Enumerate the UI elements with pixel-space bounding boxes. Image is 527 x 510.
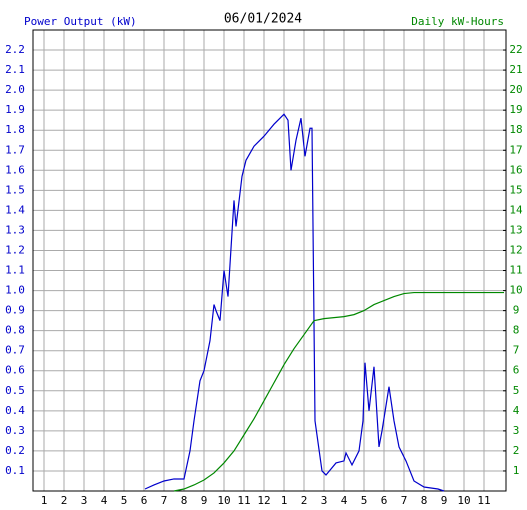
- x-tick-label: 10: [457, 494, 470, 507]
- y-tick-label: 0.4: [5, 404, 25, 417]
- x-tick-label: 11: [477, 494, 490, 507]
- y-tick-label: 2.1: [5, 63, 25, 76]
- x-tick-label: 12: [257, 494, 270, 507]
- y2-tick-label: 17: [509, 143, 522, 156]
- y-tick-label: 2.0: [5, 83, 25, 96]
- y-axis-title: Power Output (kW): [24, 15, 137, 28]
- y-tick-label: 0.2: [5, 444, 25, 457]
- y2-tick-label: 18: [509, 123, 522, 136]
- y2-tick-label: 16: [509, 163, 522, 176]
- x-tick-label: 6: [141, 494, 148, 507]
- line-series: [173, 291, 504, 492]
- x-tick-label: 4: [101, 494, 108, 507]
- line-series: [144, 113, 445, 492]
- y-tick-label: 0.9: [5, 304, 25, 317]
- y2-tick-label: 6: [513, 364, 520, 377]
- x-tick-label: 6: [381, 494, 388, 507]
- y2-tick-label: 13: [509, 223, 522, 236]
- x-tick-label: 5: [121, 494, 128, 507]
- y-tick-label: 0.3: [5, 424, 25, 437]
- y2-tick-label: 12: [509, 243, 522, 256]
- x-tick-label: 8: [181, 494, 188, 507]
- chart-title: 06/01/2024: [224, 12, 302, 27]
- x-tick-label: 8: [421, 494, 428, 507]
- y-tick-label: 1.7: [5, 143, 25, 156]
- y-tick-label: 1.5: [5, 183, 25, 196]
- y2-axis-title: Daily kW-Hours: [411, 15, 504, 28]
- y2-tick-label: 8: [513, 324, 520, 337]
- y2-tick-label: 15: [509, 183, 522, 196]
- y2-tick-label: 2: [513, 444, 520, 457]
- y-tick-label: 0.5: [5, 384, 25, 397]
- x-tick-label: 5: [361, 494, 368, 507]
- y2-tick-label: 11: [509, 264, 522, 277]
- x-tick-label: 7: [401, 494, 408, 507]
- x-tick-label: 11: [237, 494, 250, 507]
- y2-tick-label: 21: [509, 63, 522, 76]
- y2-tick-label: 19: [509, 103, 522, 116]
- x-tick-label: 2: [301, 494, 308, 507]
- y-tick-label: 1.4: [5, 203, 25, 216]
- y2-tick-label: 7: [513, 344, 520, 357]
- plot-border: [32, 29, 507, 492]
- y-tick-label: 1.1: [5, 264, 25, 277]
- y-tick-label: 1.0: [5, 284, 25, 297]
- x-tick-label: 7: [161, 494, 168, 507]
- x-tick-label: 9: [201, 494, 208, 507]
- x-tick-label: 4: [341, 494, 348, 507]
- y-tick-label: 0.6: [5, 364, 25, 377]
- y2-tick-label: 14: [509, 203, 523, 216]
- y2-tick-label: 10: [509, 284, 522, 297]
- x-tick-label: 2: [61, 494, 68, 507]
- x-tick-label: 1: [41, 494, 48, 507]
- y-tick-label: 0.7: [5, 344, 25, 357]
- y2-tick-label: 5: [513, 384, 520, 397]
- y2-tick-label: 3: [513, 424, 520, 437]
- y-tick-label: 1.9: [5, 103, 25, 116]
- y2-tick-label: 22: [509, 43, 522, 56]
- x-tick-label: 3: [81, 494, 88, 507]
- y2-tick-label: 1: [513, 464, 520, 477]
- x-tick-label: 3: [321, 494, 328, 507]
- y-tick-label: 0.1: [5, 464, 25, 477]
- y-tick-label: 0.8: [5, 324, 25, 337]
- y-tick-label: 2.2: [5, 43, 25, 56]
- y2-tick-label: 9: [513, 304, 520, 317]
- y2-tick-label: 4: [513, 404, 520, 417]
- y-tick-label: 1.3: [5, 223, 25, 236]
- x-tick-label: 9: [441, 494, 448, 507]
- x-tick-label: 10: [217, 494, 230, 507]
- x-tick-label: 1: [281, 494, 288, 507]
- y-tick-label: 1.2: [5, 243, 25, 256]
- y-tick-label: 1.6: [5, 163, 25, 176]
- y-tick-label: 1.8: [5, 123, 25, 136]
- y2-tick-label: 20: [509, 83, 522, 96]
